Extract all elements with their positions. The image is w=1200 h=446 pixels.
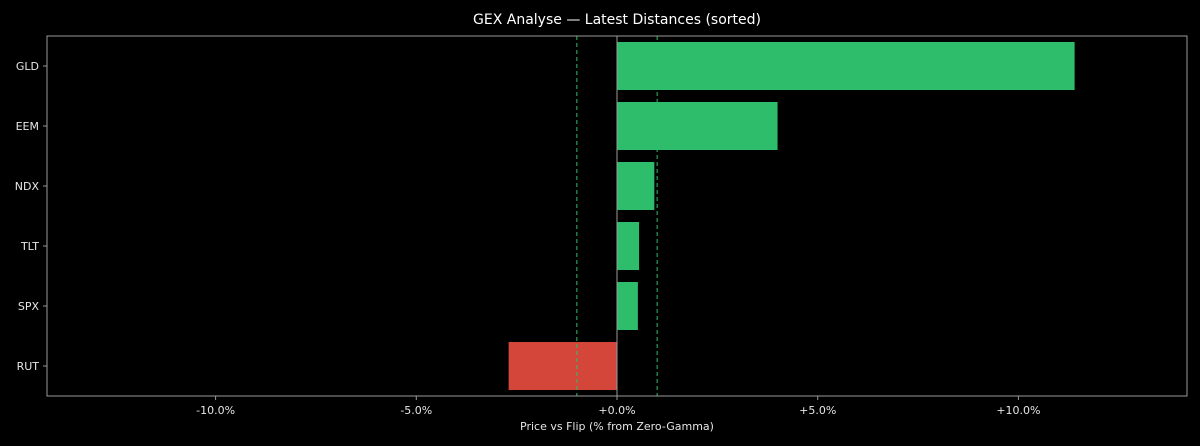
chart-title: GEX Analyse — Latest Distances (sorted) [473, 12, 761, 28]
plot-area: GLD EEM NDX TLT SPX RUT -10.0% -5.0% +0.0% +5.0% +… [15, 36, 1075, 417]
y-tick-label-spx: SPX [18, 300, 40, 313]
bar-rut [508, 342, 617, 390]
x-tick-label-4: +10.0% [996, 404, 1040, 417]
y-tick-label-gld: GLD [16, 60, 39, 73]
bar-ndx [617, 162, 655, 210]
bar-spx [617, 282, 638, 330]
bar-tlt [617, 222, 640, 270]
x-axis-label: Price vs Flip (% from Zero-Gamma) [520, 420, 714, 433]
x-tick-label-3: +5.0% [799, 404, 836, 417]
y-tick-label-eem: EEM [16, 120, 39, 133]
x-tick-label-1: -5.0% [400, 404, 432, 417]
y-tick-label-tlt: TLT [20, 240, 39, 253]
bar-gld [617, 42, 1075, 90]
x-tick-label-2: +0.0% [598, 404, 635, 417]
plot-frame [46, 35, 1188, 397]
y-tick-label-ndx: NDX [15, 180, 40, 193]
y-tick-label-rut: RUT [17, 360, 40, 373]
x-tick-label-0: -10.0% [196, 404, 235, 417]
bar-eem [617, 102, 778, 150]
